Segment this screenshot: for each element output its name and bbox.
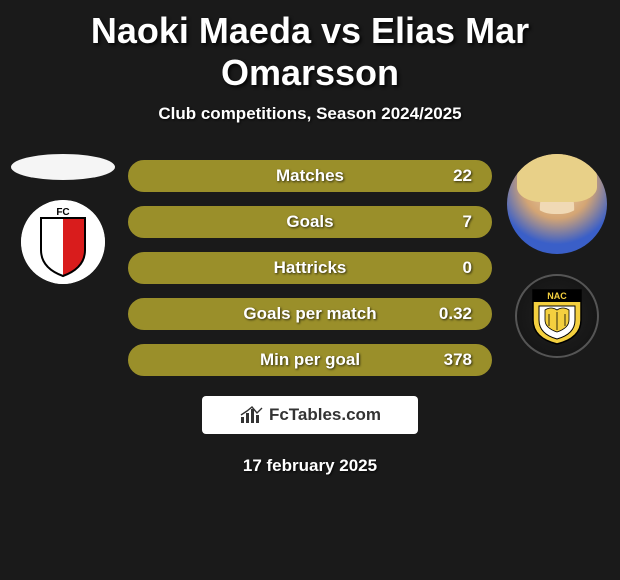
stat-label: Matches [276, 166, 344, 186]
comparison-card: Naoki Maeda vs Elias Mar Omarsson Club c… [0, 0, 620, 476]
right-player-column: NAC [502, 154, 612, 358]
left-club-logo: FC [21, 200, 105, 284]
stat-value: 7 [463, 212, 472, 232]
right-club-logo: NAC [515, 274, 599, 358]
stat-value: 378 [444, 350, 472, 370]
stat-value: 22 [453, 166, 472, 186]
stat-value: 0 [463, 258, 472, 278]
left-player-avatar [11, 154, 115, 180]
brand-badge[interactable]: FcTables.com [202, 396, 418, 434]
svg-text:NAC: NAC [547, 291, 567, 301]
page-title: Naoki Maeda vs Elias Mar Omarsson [0, 10, 620, 94]
brand-text: FcTables.com [269, 405, 381, 425]
stat-label: Goals per match [243, 304, 376, 324]
stat-row-goals-per-match: Goals per match 0.32 [128, 298, 492, 330]
right-player-avatar [507, 154, 607, 254]
stat-row-matches: Matches 22 [128, 160, 492, 192]
fc-utrecht-shield-icon: FC [21, 200, 105, 284]
subtitle: Club competitions, Season 2024/2025 [0, 104, 620, 124]
stat-row-min-per-goal: Min per goal 378 [128, 344, 492, 376]
stat-row-goals: Goals 7 [128, 206, 492, 238]
stat-value: 0.32 [439, 304, 472, 324]
stat-label: Goals [286, 212, 333, 232]
content-row: FC Matches 22 Goals 7 Hattricks 0 Goals … [0, 154, 620, 376]
stat-label: Hattricks [274, 258, 347, 278]
stat-label: Min per goal [260, 350, 360, 370]
svg-text:FC: FC [56, 207, 69, 218]
stat-row-hattricks: Hattricks 0 [128, 252, 492, 284]
stats-column: Matches 22 Goals 7 Hattricks 0 Goals per… [118, 160, 502, 376]
nac-breda-badge-icon: NAC [525, 284, 589, 348]
footer-date: 17 february 2025 [0, 456, 620, 476]
bar-chart-icon [239, 405, 265, 425]
left-player-column: FC [8, 154, 118, 284]
